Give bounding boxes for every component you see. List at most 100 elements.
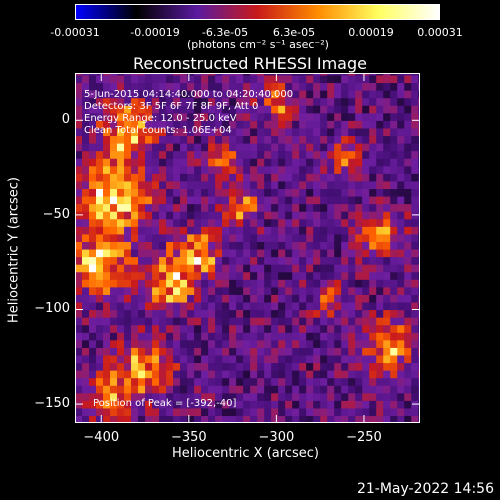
heatmap-cell [383,105,391,114]
heatmap-cell [159,339,167,348]
heatmap-cell [138,339,146,348]
heatmap-cell [390,150,398,159]
heatmap-cell [411,127,419,137]
heatmap-cell [271,105,279,114]
heatmap-cell [383,377,391,386]
heatmap-cell [299,415,307,423]
heatmap-cell [103,120,111,129]
heatmap-cell [187,105,195,114]
annotation-detectors: Detectors: 3F 5F 6F 7F 8F 9F, Att 0 [84,101,259,112]
heatmap-cell [285,294,293,303]
heatmap-cell [110,256,118,265]
heatmap-cell [89,120,97,129]
heatmap-cell [292,203,300,212]
heatmap-cell [243,392,251,401]
heatmap-cell [96,309,104,318]
heatmap-cell [292,332,300,341]
heatmap-cell [306,362,314,371]
heatmap-cell [194,112,202,121]
heatmap-cell [257,211,265,220]
heatmap-cell [138,385,146,394]
heatmap-cell [411,195,419,205]
heatmap-cell [292,301,300,311]
heatmap-cell [201,195,209,205]
heatmap-cell [334,248,342,258]
heatmap-cell [369,317,377,326]
heatmap-cell [159,241,167,250]
heatmap-cell [96,143,104,152]
heatmap-cell [299,165,307,174]
heatmap-cell [145,195,153,205]
heatmap-cell [362,226,370,235]
heatmap-cell [397,347,405,356]
heatmap-cell [215,339,223,348]
heatmap-cell [110,301,118,311]
heatmap-cell [313,165,321,174]
heatmap-cell [110,377,118,386]
heatmap-cell [327,385,335,394]
heatmap-cell [327,226,335,235]
x-tick-label: −400 [83,430,120,445]
heatmap-cell [306,332,314,341]
heatmap-cell [180,173,188,182]
heatmap-cell [306,256,314,265]
heatmap-cell [376,324,384,333]
heatmap-cell [369,347,377,356]
heatmap-cell [299,370,307,379]
heatmap-cell [278,120,286,129]
heatmap-cell [285,165,293,174]
heatmap-cell [404,256,412,265]
heatmap-cell [292,195,300,205]
heatmap-cell [138,241,146,250]
heatmap-cell [208,120,216,129]
heatmap-cell [208,317,216,326]
heatmap-cell [397,127,405,137]
heatmap-cell [257,165,265,174]
heatmap-cell [299,256,307,265]
heatmap-cell [82,73,90,76]
heatmap-cell [243,97,251,106]
heatmap-cell [103,309,111,318]
x-tick-label: −250 [346,430,382,445]
heatmap-cell [152,127,160,137]
heatmap-cell [173,354,181,364]
heatmap-cell [306,90,314,99]
heatmap-cell [89,211,97,220]
heatmap-cell [124,339,132,348]
heatmap-cell [145,143,153,152]
heatmap-cell [180,271,188,280]
heatmap-cell [292,271,300,280]
heatmap-cell [355,135,363,144]
heatmap-cell [376,120,384,129]
heatmap-cell [264,294,272,303]
heatmap-cell [103,354,111,364]
heatmap-cell [271,309,279,318]
heatmap-cell [327,180,335,190]
heatmap-cell [355,82,363,91]
heatmap-cell [376,143,384,152]
heatmap-cell [285,233,293,242]
heatmap-cell [145,347,153,356]
heatmap-cell [376,294,384,303]
heatmap-cell [159,82,167,91]
heatmap-cell [257,392,265,401]
heatmap-cell [257,120,265,129]
heatmap-cell [320,392,328,401]
annotation-clean-counts: Clean Total counts: 1.06E+04 [84,125,232,136]
heatmap-cell [75,74,83,84]
heatmap-cell [180,256,188,265]
heatmap-cell [313,309,321,318]
heatmap-cell [327,317,335,326]
heatmap-cell [110,339,118,348]
heatmap-cell [397,82,405,91]
heatmap-cell [215,400,223,409]
heatmap-cell [159,385,167,394]
heatmap-cell [362,339,370,348]
heatmap-cell [236,135,244,144]
heatmap-cell [145,135,153,144]
heatmap-cell [362,271,370,280]
heatmap-cell [138,165,146,174]
heatmap-cell [271,400,279,409]
heatmap-cell [278,392,286,401]
heatmap-cell [369,127,377,137]
